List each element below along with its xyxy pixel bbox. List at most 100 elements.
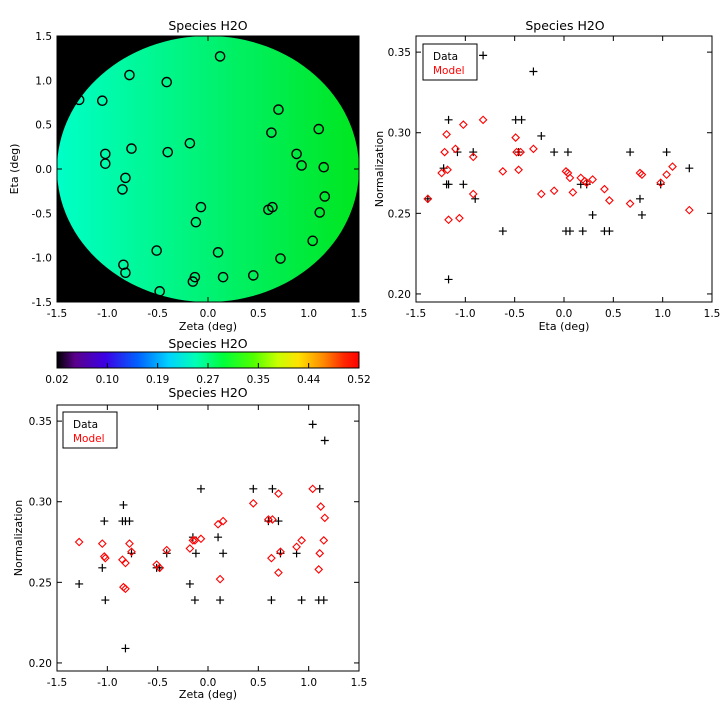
map-x-label: Zeta (deg) bbox=[179, 320, 237, 333]
model-point bbox=[468, 152, 478, 162]
data-point bbox=[565, 227, 574, 236]
data-point bbox=[101, 596, 110, 605]
model-point bbox=[605, 196, 614, 205]
colorbar-tick-label: 0.02 bbox=[45, 374, 68, 386]
data-point bbox=[297, 596, 306, 605]
model-point bbox=[516, 147, 525, 157]
position-marker bbox=[275, 253, 286, 264]
model-point bbox=[582, 178, 592, 188]
model-point bbox=[668, 162, 677, 171]
position-marker bbox=[319, 191, 331, 202]
position-marker bbox=[273, 104, 284, 115]
data-point bbox=[685, 164, 694, 173]
data-point bbox=[267, 596, 276, 605]
x-tick-label: -1.5 bbox=[47, 677, 68, 689]
x-tick-label: 1.5 bbox=[704, 308, 720, 320]
model-point bbox=[565, 173, 575, 183]
model-point bbox=[213, 519, 223, 529]
data-point bbox=[423, 194, 432, 203]
model-point bbox=[162, 545, 172, 555]
data-point bbox=[514, 148, 523, 157]
x-tick-label: 0.5 bbox=[250, 308, 267, 320]
model-point bbox=[443, 165, 452, 175]
data-point bbox=[249, 484, 258, 493]
position-marker bbox=[318, 161, 330, 173]
colorbar-tick-label: 0.19 bbox=[146, 374, 169, 386]
data-point bbox=[626, 148, 635, 157]
model-point bbox=[185, 544, 195, 553]
position-marker bbox=[263, 204, 274, 216]
model-point bbox=[478, 115, 488, 125]
x-tick-label: 1.5 bbox=[351, 308, 368, 320]
data-point bbox=[578, 227, 587, 236]
position-marker bbox=[161, 76, 173, 88]
position-marker bbox=[190, 216, 202, 228]
x-tick-label: 1.0 bbox=[300, 308, 317, 320]
y-tick-label: -1.0 bbox=[32, 253, 53, 265]
model-point bbox=[458, 120, 468, 130]
model-point bbox=[588, 175, 597, 184]
model-point bbox=[125, 539, 134, 549]
model-point bbox=[455, 213, 464, 223]
position-marker bbox=[120, 172, 131, 184]
model-point bbox=[97, 539, 107, 549]
model-point bbox=[600, 184, 609, 194]
data-point bbox=[444, 275, 453, 284]
model-point bbox=[100, 553, 110, 563]
model-point bbox=[314, 565, 324, 574]
data-point bbox=[459, 180, 468, 189]
position-marker bbox=[313, 123, 325, 135]
model-point bbox=[297, 536, 306, 545]
zeta-legend-model: Model bbox=[73, 433, 105, 445]
zeta-x-ticks: -1.5 -1.0 -0.5 0.0 0.5 1.0 1.5 bbox=[47, 405, 368, 689]
data-point bbox=[588, 210, 597, 219]
model-point bbox=[442, 129, 451, 139]
model-point bbox=[320, 513, 330, 523]
map-y-label: Eta (deg) bbox=[8, 144, 21, 195]
data-point bbox=[274, 517, 283, 526]
y-tick-label: 0.30 bbox=[29, 497, 52, 509]
model-point bbox=[121, 558, 130, 568]
model-point bbox=[215, 574, 225, 584]
y-tick-label: -0.5 bbox=[32, 208, 53, 220]
eta-x-ticks: -1.5 -1.0 -0.5 0.0 0.5 1.0 1.5 bbox=[406, 36, 720, 320]
eta-legend: Data Model bbox=[422, 43, 478, 81]
position-marker bbox=[162, 146, 174, 158]
position-marker bbox=[266, 127, 277, 138]
model-point bbox=[268, 515, 277, 524]
data-point bbox=[191, 549, 200, 558]
data-point bbox=[637, 210, 646, 219]
position-marker bbox=[73, 94, 85, 106]
data-point bbox=[550, 148, 559, 157]
data-point bbox=[100, 517, 109, 526]
position-marker bbox=[184, 137, 196, 149]
data-point bbox=[214, 533, 223, 542]
data-point bbox=[529, 67, 538, 76]
model-point bbox=[274, 568, 283, 578]
position-marker bbox=[195, 201, 207, 213]
x-tick-label: -1.0 bbox=[97, 677, 118, 689]
model-point bbox=[440, 147, 449, 157]
y-tick-label: 0.35 bbox=[388, 47, 411, 59]
x-tick-label: 0.0 bbox=[200, 677, 217, 689]
x-tick-label: -0.5 bbox=[147, 677, 168, 689]
eta-points bbox=[423, 51, 694, 284]
map-title: Species H2O bbox=[168, 18, 247, 33]
data-point bbox=[498, 227, 507, 236]
model-point bbox=[536, 189, 546, 199]
model-point bbox=[155, 563, 165, 573]
x-tick-label: 0.5 bbox=[250, 677, 267, 689]
x-tick-label: -0.5 bbox=[147, 308, 168, 320]
zeta-legend: Data Model bbox=[62, 411, 118, 449]
data-point bbox=[196, 484, 205, 493]
x-tick-label: 1.5 bbox=[351, 677, 368, 689]
y-tick-label: 0.0 bbox=[35, 164, 52, 176]
position-marker bbox=[187, 276, 199, 287]
x-tick-label: 1.0 bbox=[300, 677, 317, 689]
eta-legend-data: Data bbox=[433, 51, 458, 63]
y-tick-label: 0.20 bbox=[388, 289, 411, 301]
model-point bbox=[127, 547, 136, 557]
model-point bbox=[514, 165, 523, 175]
model-point bbox=[568, 187, 578, 197]
zeta-x-label: Zeta (deg) bbox=[179, 688, 237, 701]
